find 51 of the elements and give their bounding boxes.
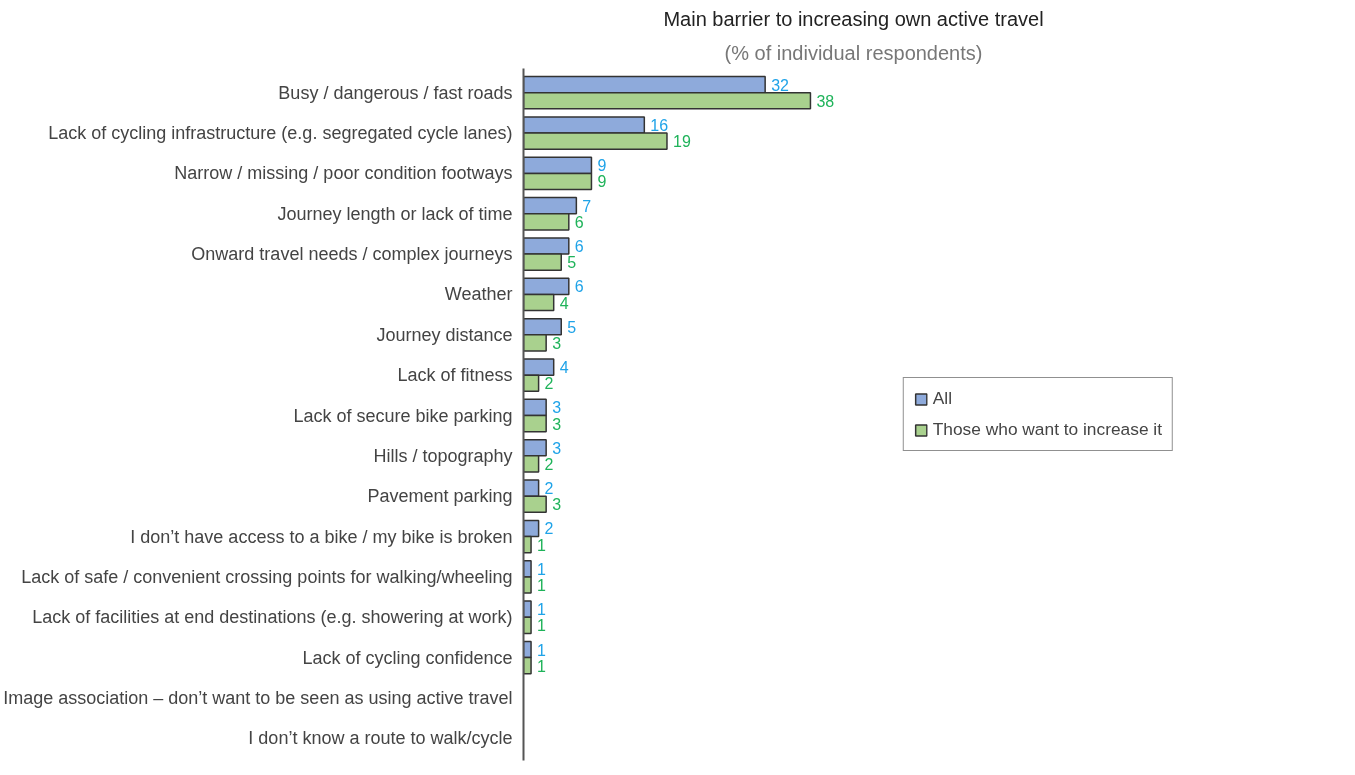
- data-label: 3: [552, 496, 562, 514]
- data-label: 32: [771, 76, 790, 94]
- data-label: 1: [537, 601, 547, 619]
- data-label: 6: [574, 238, 584, 256]
- data-label: 6: [574, 213, 584, 231]
- data-label: 38: [816, 92, 835, 110]
- text: Main barrier to increasing own active travel: [663, 7, 1044, 30]
- data-label: 3: [552, 399, 562, 417]
- data-label: 16: [650, 116, 669, 134]
- data-label: 2: [544, 480, 554, 498]
- data-label: 9: [597, 157, 607, 175]
- y-tick-label: Lack of cycling confidence: [302, 647, 513, 668]
- legend-label: Those who want to increase it: [932, 419, 1162, 440]
- data-label: 1: [537, 617, 547, 635]
- y-tick-label: I don’t know a route to walk/cycle: [248, 728, 513, 749]
- y-tick-label: Lack of cycling infrastructure (e.g. segregated cycle lanes): [48, 123, 513, 144]
- y-tick-label: Hills / topography: [373, 445, 513, 466]
- data-label: 19: [672, 133, 691, 151]
- data-label: 5: [567, 254, 577, 272]
- y-tick-label: Lack of facilities at end destinations (e.g. showering at work): [32, 607, 513, 628]
- data-label: 2: [544, 455, 554, 473]
- data-label: 7: [582, 197, 592, 215]
- data-label: 2: [544, 375, 554, 393]
- data-label: 3: [552, 415, 562, 433]
- data-label: 1: [537, 657, 547, 675]
- y-tick-label: Lack of fitness: [397, 365, 513, 386]
- data-label: 1: [537, 536, 547, 554]
- y-tick-label: Onward travel needs / complex journeys: [191, 244, 513, 265]
- y-tick-label: Journey distance: [376, 324, 513, 345]
- text: (% of individual respondents): [724, 41, 983, 64]
- data-label: 3: [552, 439, 562, 457]
- y-tick-label: Weather: [444, 284, 513, 305]
- y-tick-label: Busy / dangerous / fast roads: [278, 82, 513, 103]
- data-label: 3: [552, 334, 562, 352]
- data-label: 6: [574, 278, 584, 296]
- data-label: 9: [597, 173, 607, 191]
- data-label: 4: [559, 294, 569, 312]
- y-tick-label: Image association – don’t want to be seen as using active travel: [3, 687, 513, 708]
- data-label: 1: [537, 641, 547, 659]
- y-tick-label: I don’t have access to a bike / my bike is broken: [130, 526, 513, 547]
- data-label: 1: [537, 560, 547, 578]
- y-tick-label: Lack of safe / convenient crossing points for walking/wheeling: [21, 566, 513, 587]
- data-label: 5: [567, 318, 577, 336]
- data-label: 2: [544, 520, 554, 538]
- y-tick-label: Pavement parking: [367, 486, 513, 507]
- y-tick-label: Lack of secure bike parking: [293, 405, 513, 426]
- data-label: 4: [559, 359, 569, 377]
- legend-label: All: [932, 388, 953, 409]
- y-tick-label: Narrow / missing / poor condition footways: [174, 163, 513, 184]
- data-label: 1: [537, 576, 547, 594]
- y-tick-label: Journey length or lack of time: [277, 203, 513, 224]
